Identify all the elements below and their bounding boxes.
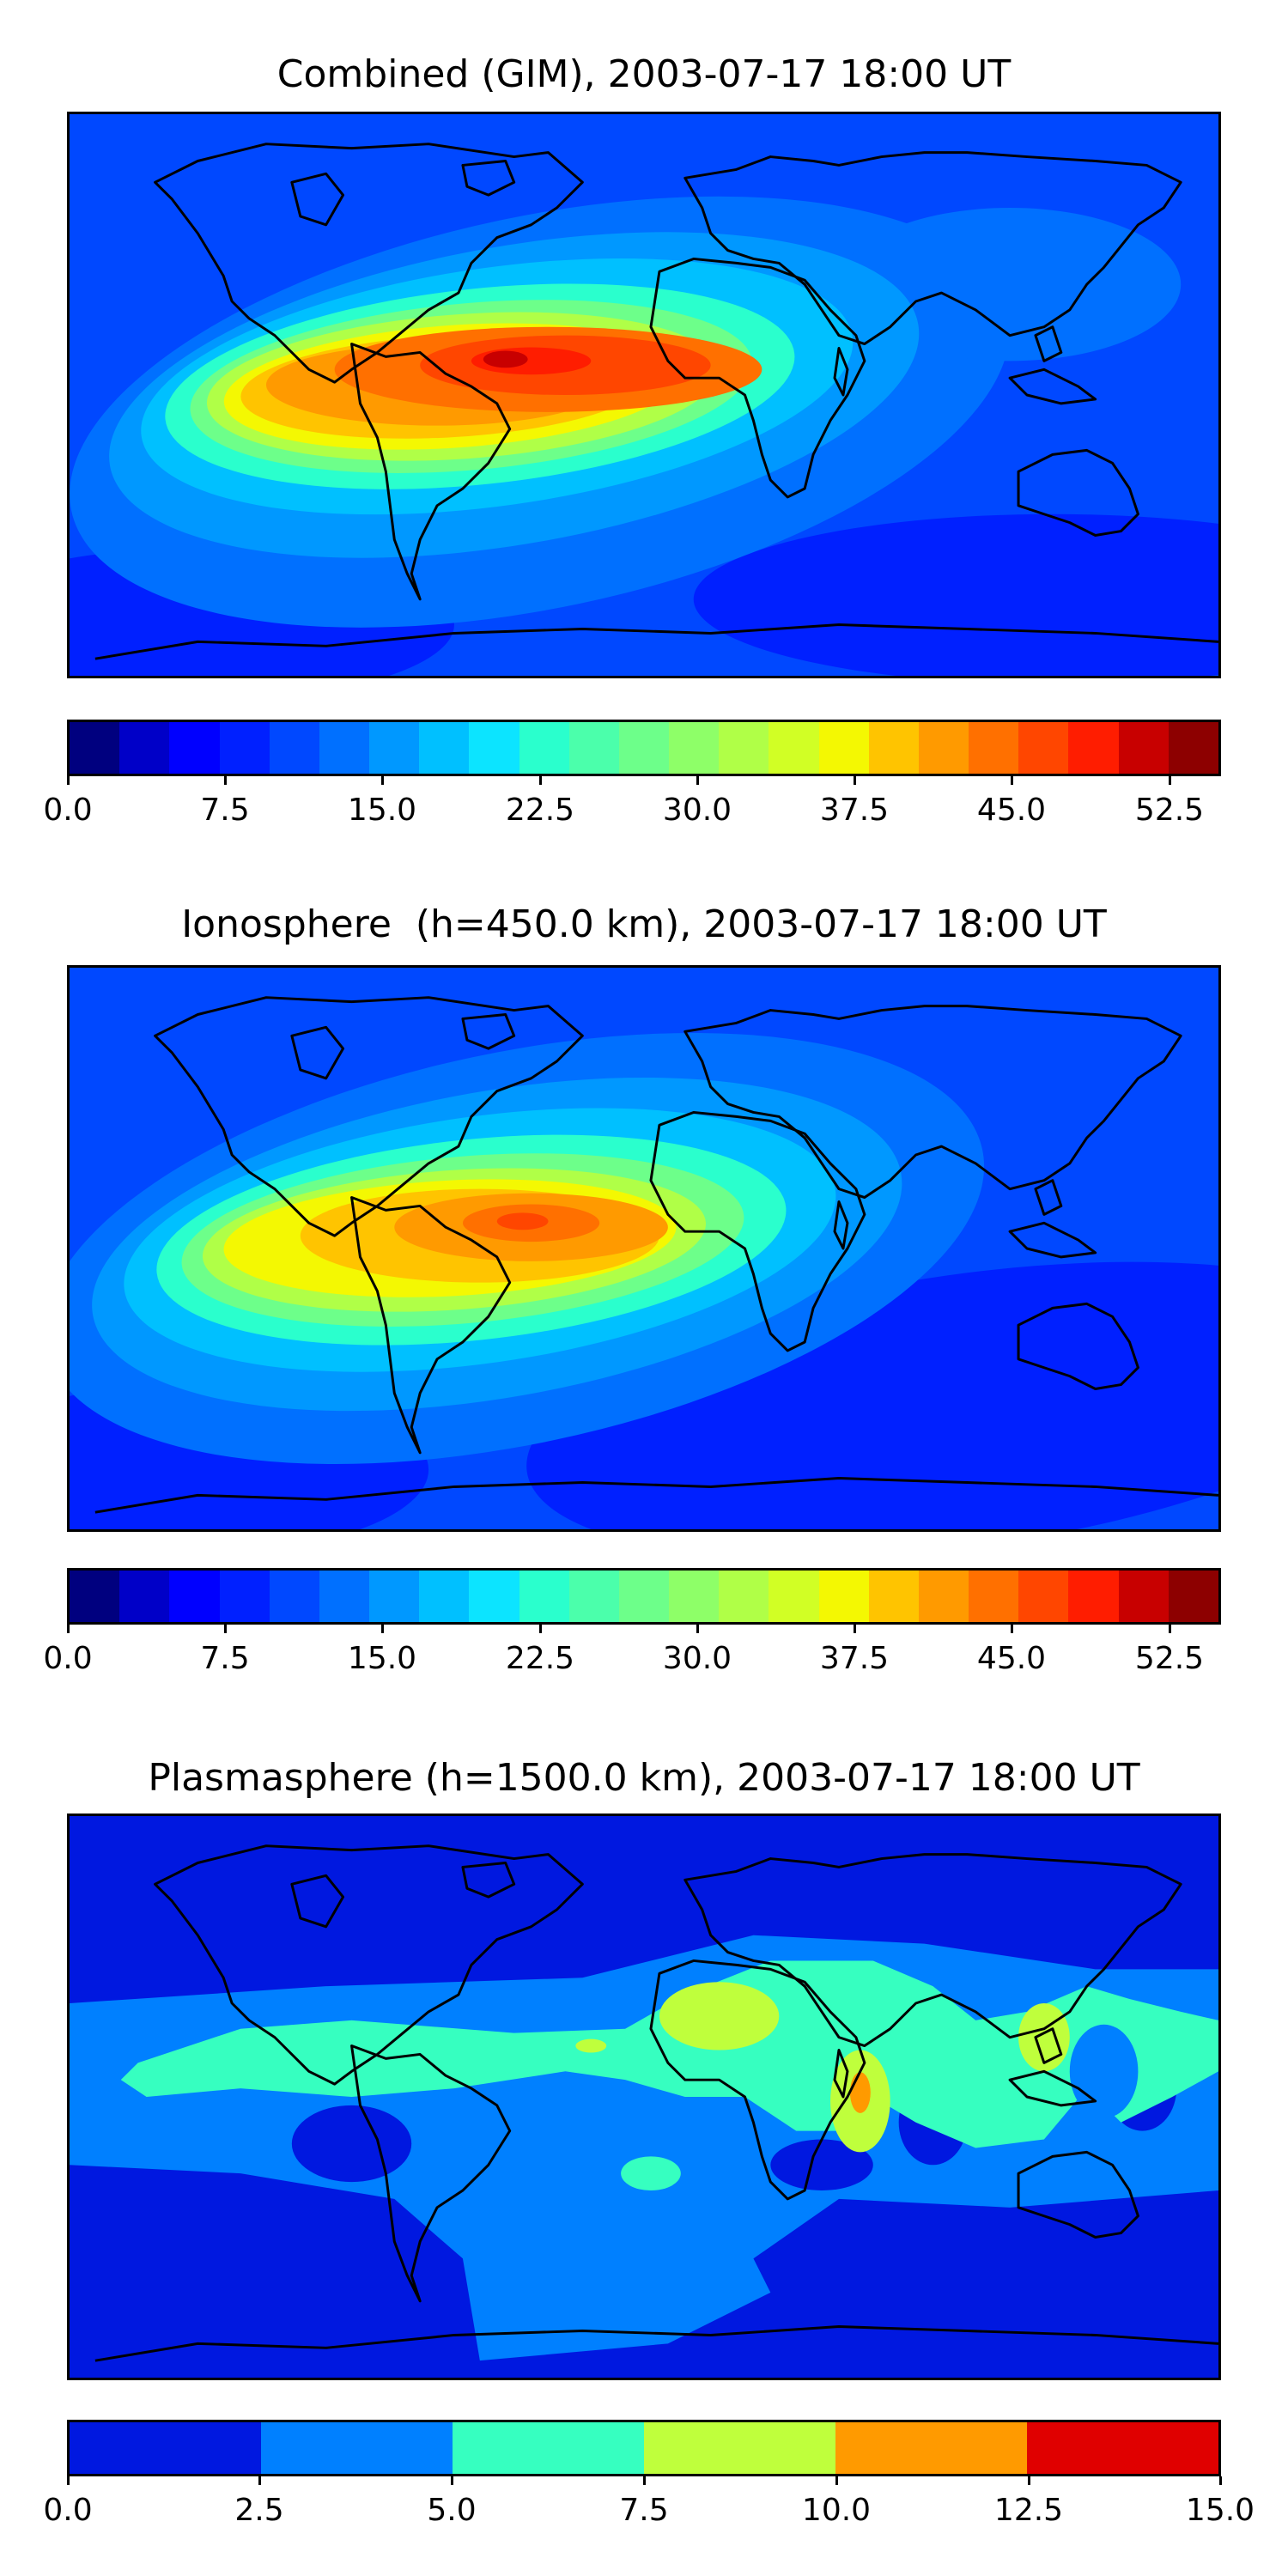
tick-label: 30.0	[662, 1641, 732, 1676]
colorbar-segment	[261, 2422, 453, 2474]
tick-label: 52.5	[1134, 1641, 1205, 1676]
chart-title-3: Plasmasphere (h=1500.0 km), 2003-07-17 1…	[148, 1756, 1140, 1800]
colorbar-segment	[119, 1571, 170, 1622]
colorbar-segment	[1018, 722, 1069, 774]
colorbar-segment	[868, 1571, 919, 1622]
colorbar-segment	[453, 2422, 644, 2474]
tick-label: 30.0	[662, 793, 732, 828]
colorbar-segment	[618, 1571, 670, 1622]
tick-label: 7.5	[200, 793, 250, 828]
colorbar-segment	[1018, 1571, 1069, 1622]
tick-label: 0.0	[43, 2493, 93, 2528]
colorbar-segment	[818, 722, 869, 774]
tick-label: 12.5	[993, 2493, 1064, 2528]
colorbar-segment	[669, 1571, 720, 1622]
colorbar-segment	[519, 722, 569, 774]
colorbar-segment	[269, 1571, 319, 1622]
colorbar-segment	[769, 1571, 819, 1622]
tick-label: 45.0	[976, 1641, 1047, 1676]
colorbar-segment	[70, 1571, 120, 1622]
colorbar-1	[67, 720, 1221, 776]
colorbar-segment	[1068, 1571, 1119, 1622]
colorbar-segment	[1118, 722, 1169, 774]
colorbar-segment	[969, 722, 1019, 774]
tick-label: 0.0	[43, 793, 93, 828]
tick-label: 37.5	[819, 793, 890, 828]
map-panel-3	[67, 1814, 1221, 2380]
map-panel-1	[67, 112, 1221, 678]
tick-label: 22.5	[505, 793, 575, 828]
tick-label: 22.5	[505, 1641, 575, 1676]
tick-label: 7.5	[200, 1641, 250, 1676]
colorbar-segment	[319, 722, 370, 774]
colorbar-segment	[1118, 1571, 1169, 1622]
colorbar-segment	[568, 1571, 619, 1622]
colorbar-segment	[1168, 1571, 1218, 1622]
chart-title-2: Ionosphere (h=450.0 km), 2003-07-17 18:0…	[181, 902, 1107, 946]
colorbar-segment	[219, 722, 270, 774]
colorbar-segment	[719, 1571, 769, 1622]
tick-label: 37.5	[819, 1641, 890, 1676]
colorbar-segment	[618, 722, 670, 774]
heatmap-3	[70, 1816, 1218, 2378]
colorbar-segment	[519, 1571, 569, 1622]
colorbar-segment	[70, 722, 120, 774]
colorbar-segment	[918, 1571, 969, 1622]
tick-label: 15.0	[347, 793, 417, 828]
colorbar-segment	[1068, 722, 1119, 774]
colorbar-segment	[369, 722, 420, 774]
colorbar-segment	[119, 722, 170, 774]
colorbar-segment	[70, 2422, 261, 2474]
colorbar-segment	[868, 722, 919, 774]
colorbar-segment	[469, 722, 519, 774]
tick-label: 45.0	[976, 793, 1047, 828]
colorbar-segment	[1168, 722, 1218, 774]
colorbar-segment	[469, 1571, 519, 1622]
colorbar-segment	[568, 722, 619, 774]
colorbar-segment	[219, 1571, 270, 1622]
colorbar-segment	[1027, 2422, 1218, 2474]
tick-label: 10.0	[801, 2493, 872, 2528]
chart-title-1: Combined (GIM), 2003-07-17 18:00 UT	[276, 52, 1012, 96]
tick-label: 7.5	[619, 2493, 669, 2528]
heatmap-2	[70, 968, 1218, 1529]
colorbar-segment	[818, 1571, 869, 1622]
colorbar-segment	[644, 2422, 835, 2474]
colorbar-segment	[319, 1571, 370, 1622]
colorbar-segment	[269, 722, 319, 774]
heatmap-1	[70, 114, 1218, 676]
tick-label: 5.0	[427, 2493, 477, 2528]
colorbar-segment	[835, 2422, 1027, 2474]
colorbar-2	[67, 1568, 1221, 1625]
colorbar-segment	[669, 722, 720, 774]
colorbar-segment	[969, 1571, 1019, 1622]
colorbar-segment	[918, 722, 969, 774]
colorbar-segment	[769, 722, 819, 774]
colorbar-segment	[719, 722, 769, 774]
tick-label: 15.0	[1185, 2493, 1255, 2528]
tick-label: 2.5	[234, 2493, 284, 2528]
colorbar-segment	[369, 1571, 420, 1622]
colorbar-segment	[169, 1571, 220, 1622]
tick-label: 0.0	[43, 1641, 93, 1676]
colorbar-segment	[419, 722, 470, 774]
tick-label: 15.0	[347, 1641, 417, 1676]
colorbar-segment	[419, 1571, 470, 1622]
colorbar-3	[67, 2420, 1221, 2476]
colorbar-segment	[169, 722, 220, 774]
tick-label: 52.5	[1134, 793, 1205, 828]
map-panel-2	[67, 965, 1221, 1532]
